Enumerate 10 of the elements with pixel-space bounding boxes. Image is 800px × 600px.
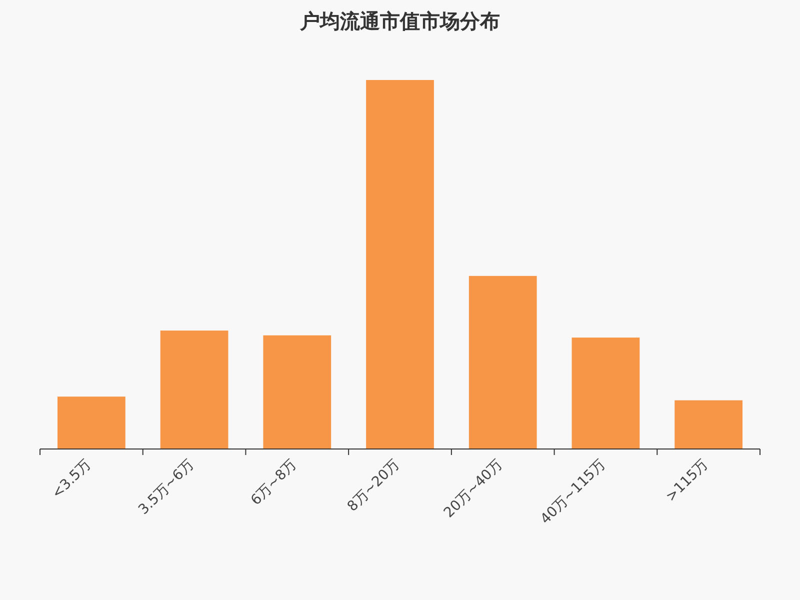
x-tick-label: 3.5万~6万 <box>136 456 198 518</box>
bar <box>674 400 743 449</box>
bar <box>263 335 332 449</box>
x-tick-label: 6万~8万 <box>248 456 300 509</box>
bar <box>160 330 228 449</box>
bar <box>468 276 537 449</box>
chart-title: 户均流通市值市场分布 <box>299 9 500 33</box>
bar <box>57 396 126 449</box>
bar <box>572 338 640 449</box>
bar <box>366 80 434 449</box>
